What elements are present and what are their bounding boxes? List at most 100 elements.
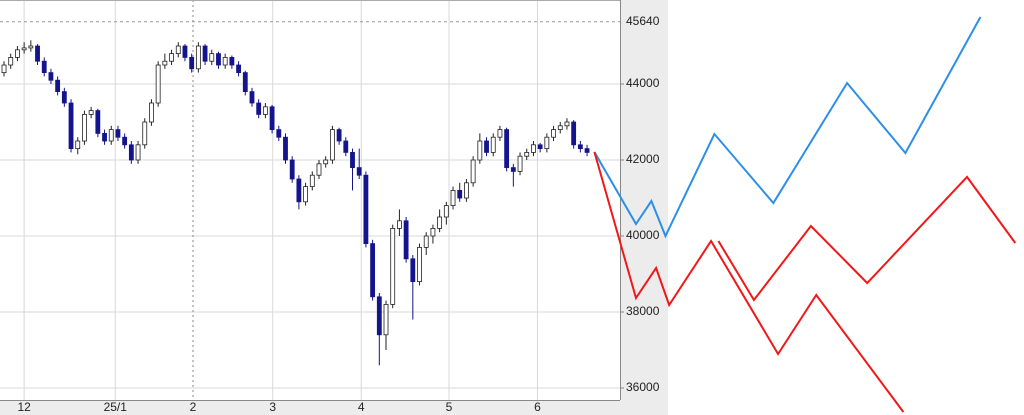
candle-body — [169, 53, 174, 62]
candle-body — [128, 144, 134, 161]
candle-body — [343, 140, 349, 153]
candle-body — [551, 129, 556, 138]
candle-body — [15, 49, 20, 58]
candle-body — [61, 91, 67, 104]
candle-body — [557, 125, 563, 131]
reference-label: 45640 — [626, 14, 660, 28]
candle-body — [524, 152, 530, 157]
candle-body — [256, 102, 262, 115]
candle-body — [577, 144, 583, 150]
candle-body — [236, 64, 241, 74]
y-tick-label: 38000 — [626, 304, 660, 318]
candle-body — [276, 129, 282, 138]
candle-body — [383, 303, 389, 336]
candle-body — [28, 45, 34, 49]
x-tick-label: 4 — [358, 400, 365, 414]
candle-body — [443, 205, 449, 218]
forecast-line — [593, 151, 905, 413]
candle-body — [182, 45, 188, 58]
candle-body — [531, 144, 536, 153]
candle-body — [403, 220, 409, 260]
x-axis-band — [0, 400, 668, 415]
y-tick-label: 40000 — [626, 228, 660, 242]
candle-body — [397, 220, 402, 229]
candle-body — [450, 190, 456, 207]
candle-body — [82, 114, 87, 142]
candle-body — [350, 152, 355, 169]
candle-body — [470, 159, 476, 184]
candle-body — [21, 47, 27, 51]
candle-body — [48, 72, 54, 81]
candle-body — [457, 190, 463, 199]
y-axis-band — [620, 0, 668, 415]
candle-body — [108, 129, 114, 142]
grid — [0, 0, 620, 400]
candle-body — [155, 64, 161, 104]
candle-body — [417, 247, 422, 282]
candle-body — [202, 45, 208, 62]
candle-body — [122, 136, 128, 146]
candle-body — [8, 57, 14, 66]
candle-body — [323, 159, 329, 165]
candle-body — [162, 60, 168, 66]
candle-body — [55, 79, 61, 93]
candle-body — [175, 45, 181, 55]
candle-body — [289, 159, 295, 180]
candle-body — [41, 60, 47, 74]
candle-body — [189, 57, 195, 70]
candle-body — [564, 121, 570, 127]
candle-body — [222, 57, 228, 66]
candle-body — [1, 64, 7, 74]
candle-body — [195, 45, 201, 70]
candle-body — [75, 140, 81, 150]
candle-body — [437, 216, 443, 229]
candle-body — [423, 235, 429, 248]
candle-body — [510, 167, 516, 172]
x-tick-label: 12 — [17, 400, 31, 414]
x-tick-label: 25/1 — [104, 400, 128, 414]
candle-body — [410, 258, 416, 282]
candle-body — [464, 182, 469, 199]
candle-body — [88, 110, 94, 115]
candle-body — [490, 136, 496, 153]
candle-body — [504, 129, 510, 169]
x-tick-label: 3 — [269, 400, 276, 414]
candle-body — [262, 106, 268, 115]
candle-body — [544, 136, 550, 150]
candle-body — [149, 102, 154, 123]
candle-body — [484, 140, 489, 153]
candle-body — [68, 102, 74, 150]
candle-body — [363, 174, 369, 245]
candle-body — [537, 144, 543, 150]
candle-body — [115, 129, 121, 138]
candle-body — [584, 148, 590, 153]
y-tick-label: 44000 — [626, 76, 660, 90]
candle-body — [142, 121, 148, 146]
forecast-line — [717, 175, 1017, 302]
candle-body — [477, 140, 483, 161]
candle-body — [249, 91, 255, 104]
candle-body — [283, 136, 288, 161]
candle-body — [517, 155, 523, 172]
x-tick-label: 5 — [446, 400, 453, 414]
candle-body — [329, 129, 335, 161]
candle-body — [229, 57, 235, 66]
candle-body — [95, 110, 101, 134]
y-tick-label: 36000 — [626, 380, 660, 394]
candle-body — [216, 53, 221, 66]
candle-body — [296, 178, 302, 203]
candle-body — [356, 167, 362, 176]
x-tick-label: 6 — [534, 400, 541, 414]
candle-body — [336, 129, 342, 142]
candle-body — [269, 106, 275, 131]
forecast-line — [593, 16, 982, 239]
candle-body — [35, 45, 40, 62]
candle-body — [390, 228, 396, 305]
candle-body — [102, 133, 107, 142]
candle-body — [209, 53, 215, 62]
candle-body — [370, 243, 376, 298]
candle-body — [309, 174, 315, 188]
candle-body — [430, 228, 436, 237]
candle-body — [316, 163, 322, 176]
